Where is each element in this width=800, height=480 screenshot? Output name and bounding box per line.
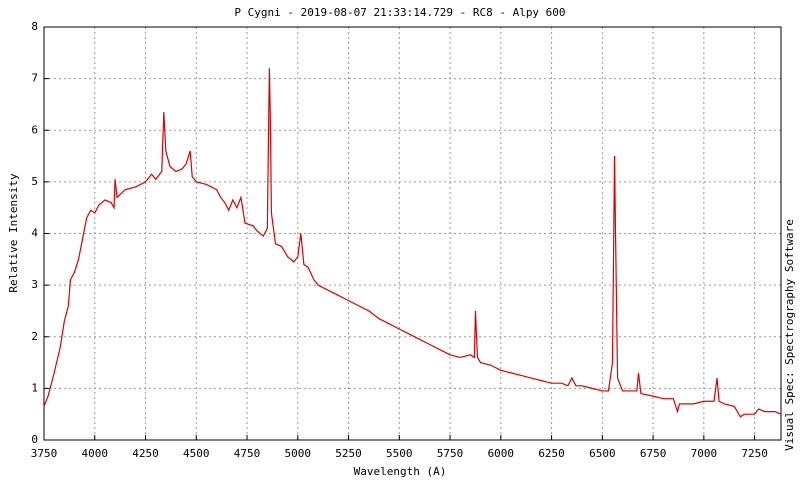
y-tick-label: 5 xyxy=(31,175,38,188)
x-tick-label: 7250 xyxy=(741,447,768,460)
y-tick-label: 1 xyxy=(31,381,38,394)
chart-title: P Cygni - 2019-08-07 21:33:14.729 - RC8 … xyxy=(234,6,565,19)
y-tick-label: 2 xyxy=(31,330,38,343)
y-tick-label: 6 xyxy=(31,123,38,136)
x-tick-label: 4000 xyxy=(82,447,109,460)
x-tick-label: 6500 xyxy=(589,447,616,460)
y-tick-label: 0 xyxy=(31,433,38,446)
x-tick-label: 3750 xyxy=(31,447,58,460)
x-tick-label: 5250 xyxy=(335,447,362,460)
side-label: Visual Spec: Spectrography Software xyxy=(783,219,796,451)
spectrum-line xyxy=(43,68,782,418)
x-tick-label: 4250 xyxy=(132,447,159,460)
y-tick-label: 8 xyxy=(31,20,38,33)
x-tick-label: 4500 xyxy=(183,447,210,460)
x-tick-label: 4750 xyxy=(234,447,261,460)
x-tick-label: 5500 xyxy=(386,447,413,460)
x-tick-label: 7000 xyxy=(691,447,718,460)
x-tick-label: 6000 xyxy=(488,447,515,460)
x-tick-label: 5000 xyxy=(285,447,312,460)
x-tick-label: 6250 xyxy=(538,447,565,460)
x-axis-label: Wavelength (A) xyxy=(354,465,447,478)
x-tick-label: 6750 xyxy=(640,447,667,460)
x-tick-label: 5750 xyxy=(437,447,464,460)
y-tick-label: 4 xyxy=(31,227,38,240)
y-tick-label: 7 xyxy=(31,72,38,85)
plot-frame xyxy=(43,26,782,441)
y-axis-label: Relative Intensity xyxy=(7,173,20,293)
y-tick-label: 3 xyxy=(31,278,38,291)
